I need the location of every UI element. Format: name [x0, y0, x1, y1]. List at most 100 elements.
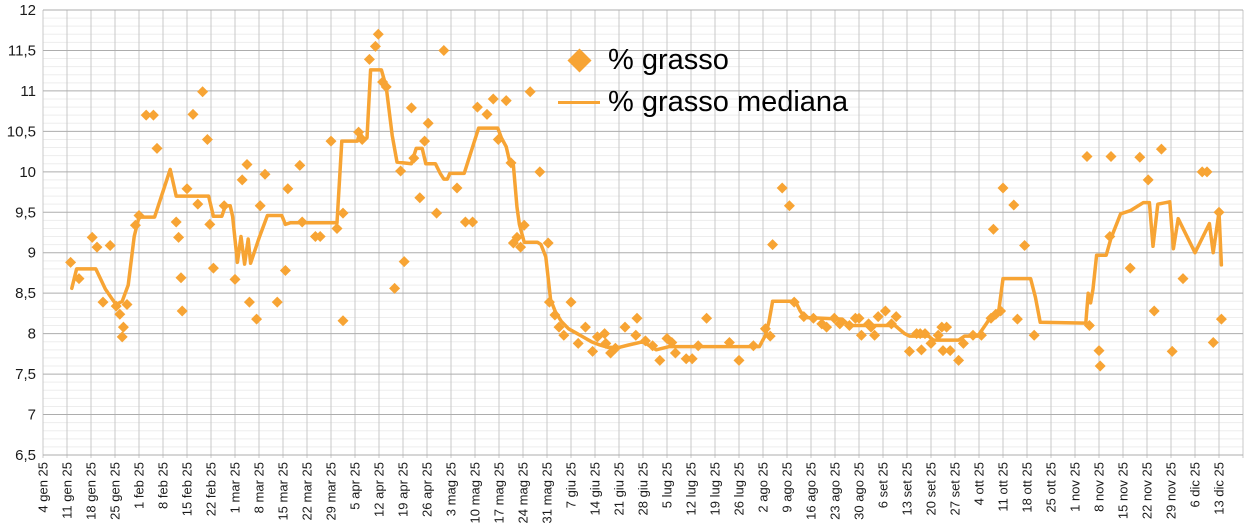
data-point	[104, 239, 116, 251]
data-point	[788, 296, 800, 308]
data-point	[492, 133, 504, 145]
data-point	[630, 329, 642, 341]
data-point	[241, 159, 253, 171]
x-tick-label: 29 nov 25	[1164, 462, 1179, 519]
data-point	[975, 329, 987, 341]
data-point	[733, 354, 745, 366]
data-point	[1019, 239, 1031, 251]
data-point	[170, 216, 182, 228]
data-point	[175, 272, 187, 284]
data-point	[314, 231, 326, 243]
x-tick-label: 19 apr 25	[396, 462, 411, 517]
x-tick-label: 1 nov 25	[1068, 462, 1083, 512]
data-point	[558, 329, 570, 341]
x-tick-label: 23 ago 25	[828, 462, 843, 520]
data-point	[941, 321, 953, 333]
y-tick-label: 11	[20, 83, 36, 100]
data-point	[380, 81, 392, 93]
data-point	[1213, 206, 1225, 218]
data-point	[337, 207, 349, 219]
data-point	[587, 345, 599, 357]
data-point	[1011, 313, 1023, 325]
data-point	[807, 312, 819, 324]
data-point	[86, 231, 98, 243]
data-point	[654, 354, 666, 366]
data-point	[151, 142, 163, 154]
data-point	[872, 311, 884, 323]
x-tick-label: 25 ott 25	[1044, 462, 1059, 513]
data-point	[1104, 231, 1116, 243]
data-point	[543, 296, 555, 308]
x-tick-label: 27 set 25	[948, 462, 963, 516]
data-point	[572, 337, 584, 349]
data-point	[116, 331, 128, 343]
x-tick-label: 18 gen 25	[84, 462, 99, 520]
data-point	[1166, 345, 1178, 357]
x-tick-label: 4 gen 25	[36, 462, 51, 513]
data-point	[915, 344, 927, 356]
data-point	[1105, 150, 1117, 162]
data-point	[1008, 199, 1020, 211]
data-point	[1148, 305, 1160, 317]
data-point	[834, 318, 846, 330]
legend-item-grasso: % grasso	[556, 44, 848, 77]
data-point	[331, 222, 343, 234]
data-point	[821, 321, 833, 333]
x-tick-label: 1 feb 25	[132, 462, 147, 509]
x-tick-label: 14 giu 25	[588, 462, 603, 516]
data-point	[515, 241, 527, 253]
data-point	[408, 152, 420, 164]
data-point	[229, 273, 241, 285]
data-point	[117, 321, 129, 333]
data-point	[505, 157, 517, 169]
data-point	[419, 135, 431, 147]
data-point	[534, 166, 546, 178]
y-tick-label: 6,5	[15, 447, 36, 464]
legend-label-grasso: % grasso	[608, 44, 729, 76]
data-point	[121, 299, 133, 311]
data-point	[932, 329, 944, 341]
data-point	[259, 168, 271, 180]
data-point	[91, 241, 103, 253]
x-tick-label: 2 ago 25	[756, 462, 771, 513]
data-point	[140, 109, 152, 121]
data-point	[279, 265, 291, 277]
data-point	[1177, 273, 1189, 285]
data-point	[1215, 313, 1227, 325]
data-point	[181, 183, 193, 195]
x-tick-label: 12 apr 25	[372, 462, 387, 517]
x-tick-label: 6 set 25	[876, 462, 891, 508]
data-point	[599, 328, 611, 340]
x-tick-label: 19 lug 25	[708, 462, 723, 516]
data-point	[363, 53, 375, 65]
x-tick-label: 11 gen 25	[60, 462, 75, 519]
data-point	[747, 340, 759, 352]
y-tick-label: 11,5	[8, 42, 36, 59]
data-point	[903, 345, 915, 357]
data-point	[73, 273, 85, 285]
data-point	[133, 210, 145, 222]
x-tick-label: 15 nov 25	[1116, 462, 1131, 519]
data-point	[147, 109, 159, 121]
data-point	[1094, 360, 1106, 372]
data-point	[405, 102, 417, 114]
data-point	[953, 354, 965, 366]
data-point	[431, 207, 443, 219]
data-point	[1155, 143, 1167, 155]
data-point	[369, 40, 381, 52]
data-point	[438, 44, 450, 56]
data-point	[1028, 329, 1040, 341]
y-tick-label: 8,5	[15, 285, 36, 302]
x-tick-label: 13 dic 25	[1212, 462, 1227, 515]
data-point	[666, 337, 678, 349]
data-point	[828, 312, 840, 324]
x-tick-label: 6 dic 25	[1188, 462, 1203, 508]
data-point	[197, 86, 209, 98]
data-point	[600, 337, 612, 349]
data-point	[647, 340, 659, 352]
data-point	[957, 337, 969, 349]
data-point	[236, 174, 248, 186]
data-point	[398, 256, 410, 268]
x-tick-label: 5 lug 25	[660, 462, 675, 508]
